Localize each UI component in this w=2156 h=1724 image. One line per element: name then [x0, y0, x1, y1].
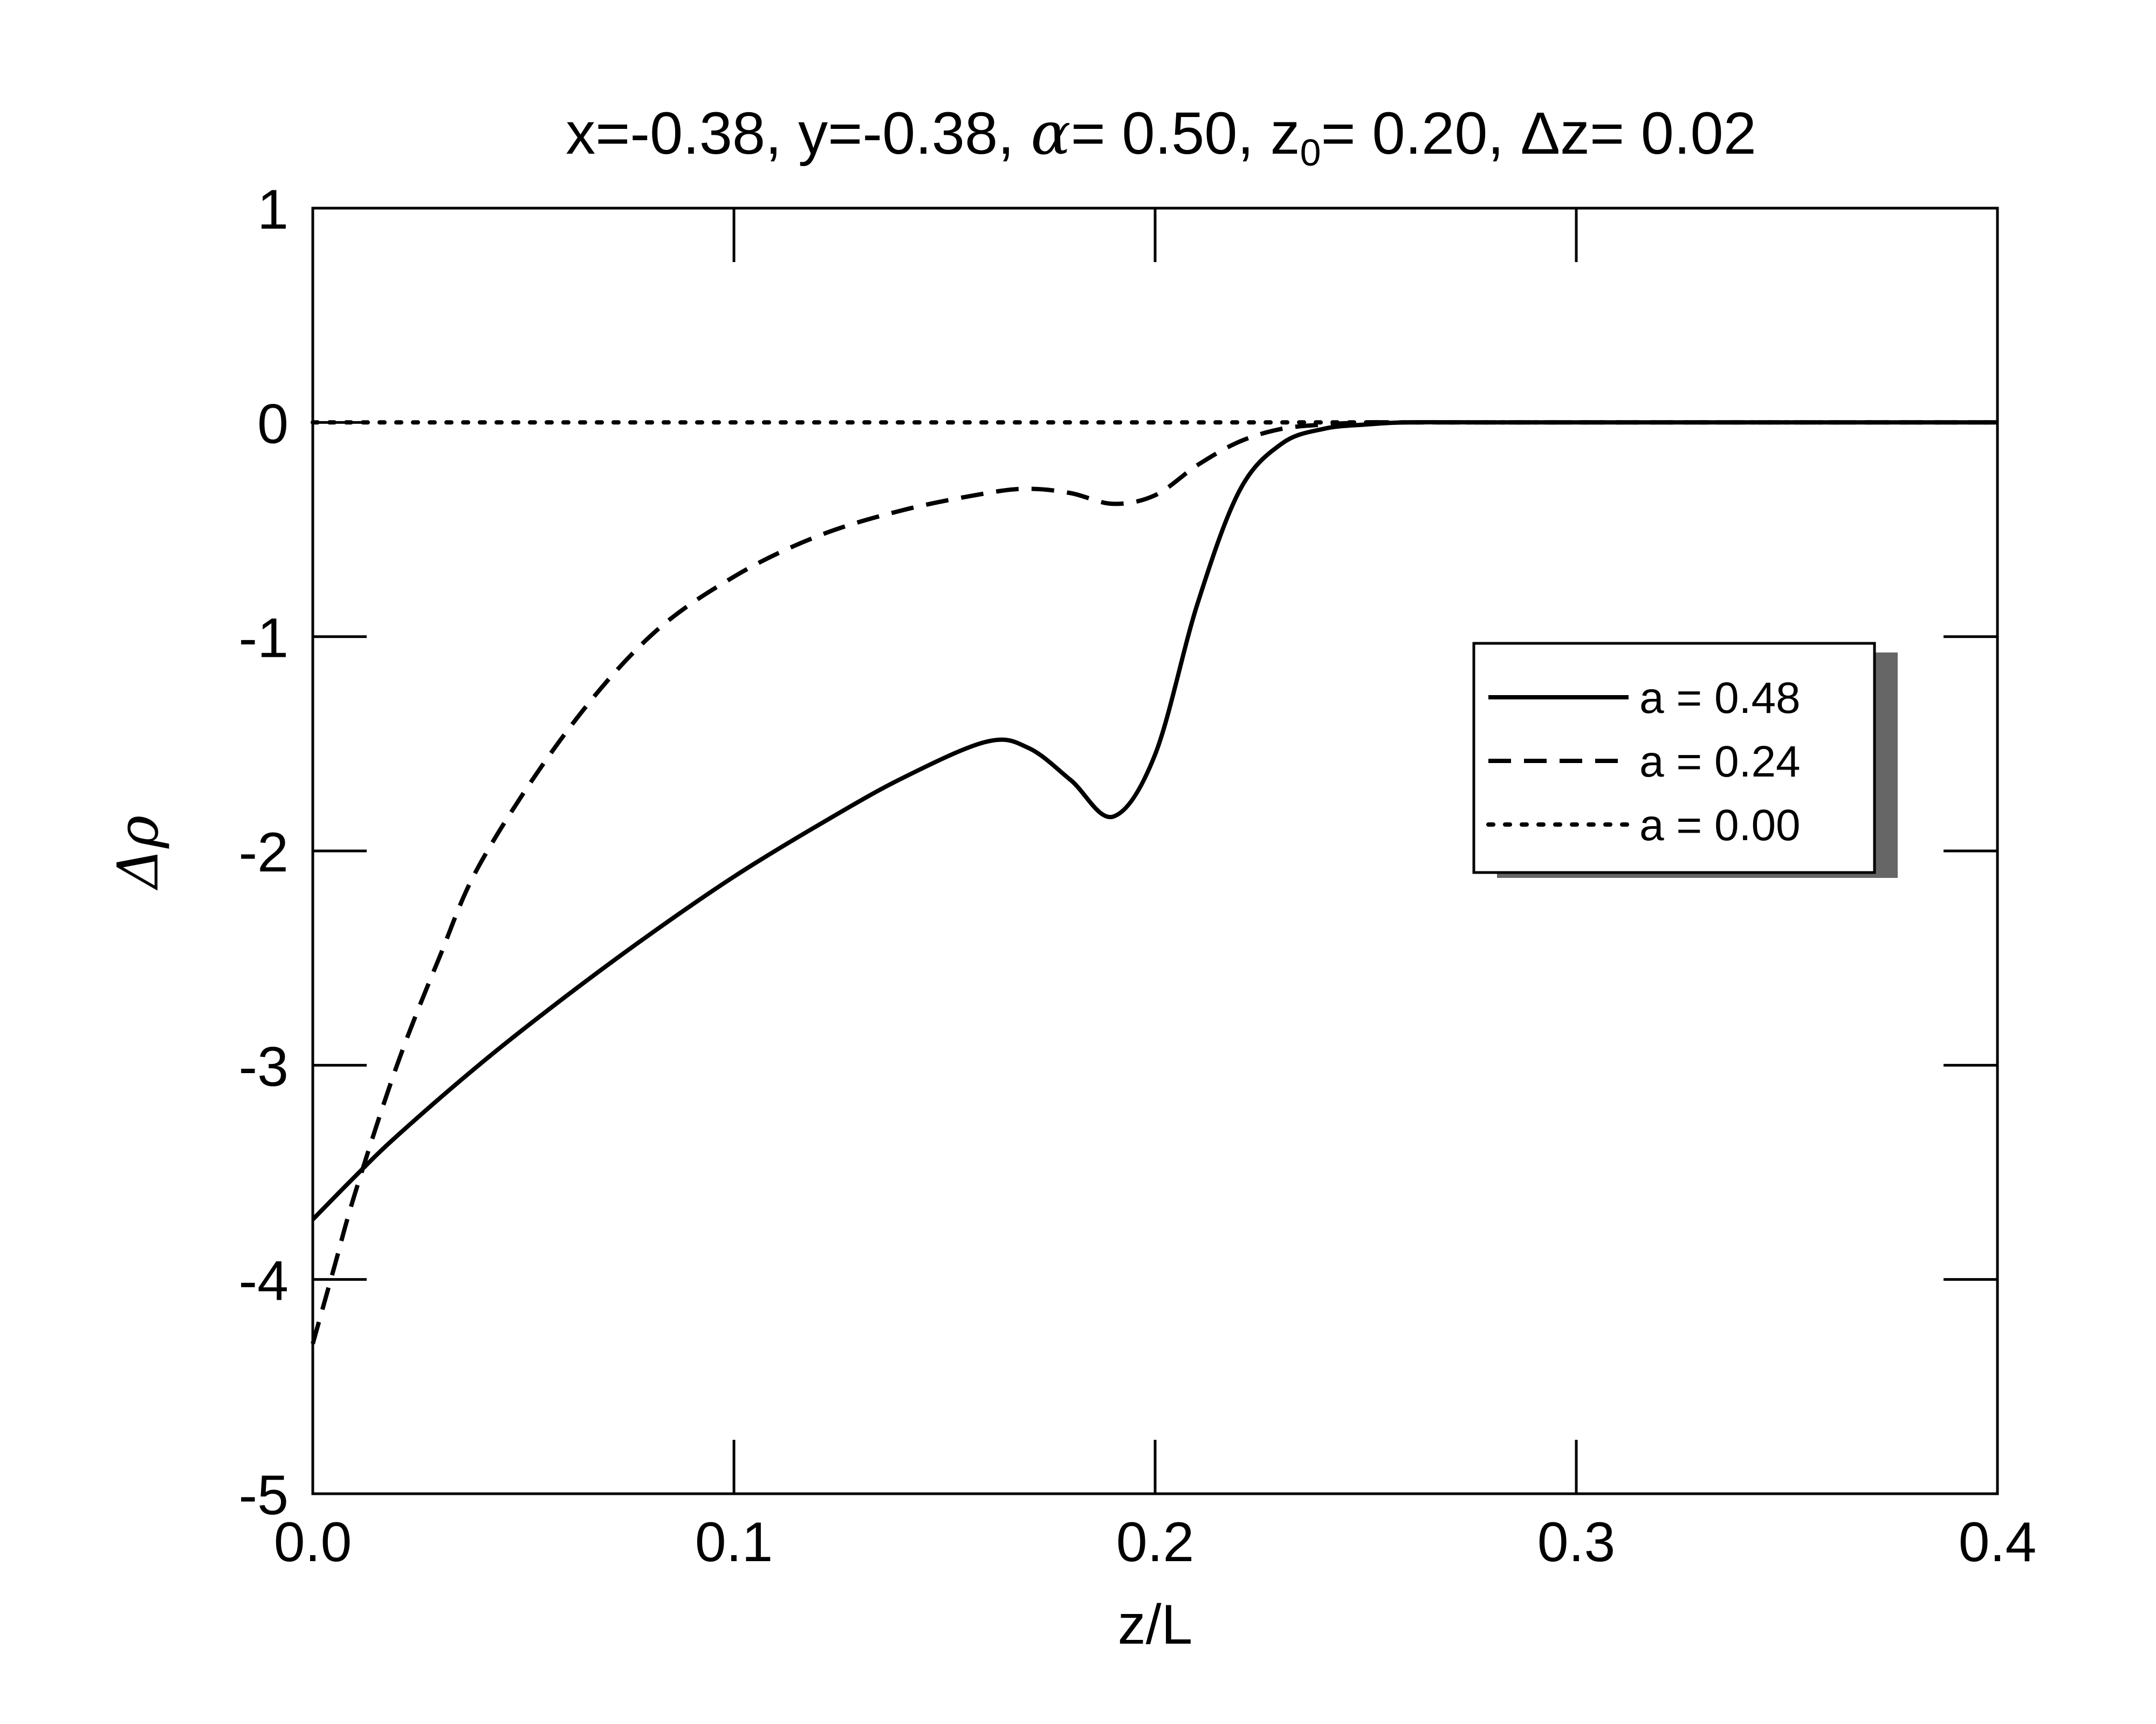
y-axis-title: Δρ	[105, 815, 171, 891]
title-alpha-symbol: α	[1031, 99, 1070, 168]
series-line-2	[311, 420, 1997, 1344]
title-z0-value: = 0.20, Δz= 0.02	[1321, 100, 1756, 167]
chart-title: x=-0.38, y=-0.38, α= 0.50, z0= 0.20, Δz=…	[566, 99, 1756, 174]
legend: a = 0.48 a = 0.24 a = 0.00	[1472, 642, 1898, 878]
x-tick-label: 0.2	[1116, 1511, 1194, 1574]
title-z0-subscript: 0	[1300, 132, 1321, 174]
y-tick-label: -1	[239, 607, 289, 670]
x-tick-label: 0.1	[695, 1511, 773, 1574]
axis-ticks	[313, 208, 1997, 1494]
x-tick-label: 0.0	[274, 1511, 352, 1574]
title-coordinates: x=-0.38, y=-0.38,	[566, 100, 1031, 167]
data-series	[311, 420, 2000, 1344]
legend-label-2: a = 0.24	[1639, 737, 1801, 786]
legend-label-1: a = 0.48	[1639, 674, 1801, 723]
title-alpha-value: = 0.50, z	[1071, 100, 1300, 167]
y-tick-label: 0	[257, 393, 289, 455]
tick-labels: 0.0 0.1 0.2 0.3 0.4 -5 -4 -3 -2 -1 0 1	[239, 178, 2037, 1574]
legend-box	[1472, 642, 1876, 874]
y-tick-label: -3	[239, 1035, 289, 1098]
y-tick-label: -4	[239, 1250, 289, 1313]
y-tick-label: 1	[257, 178, 289, 241]
x-tick-label: 0.3	[1537, 1511, 1616, 1574]
x-tick-label: 0.4	[1959, 1511, 2037, 1574]
legend-label-3: a = 0.00	[1639, 801, 1801, 850]
y-tick-label: -5	[239, 1464, 289, 1527]
x-axis-title: z/L	[1118, 1594, 1193, 1656]
y-tick-label: -2	[239, 821, 289, 884]
